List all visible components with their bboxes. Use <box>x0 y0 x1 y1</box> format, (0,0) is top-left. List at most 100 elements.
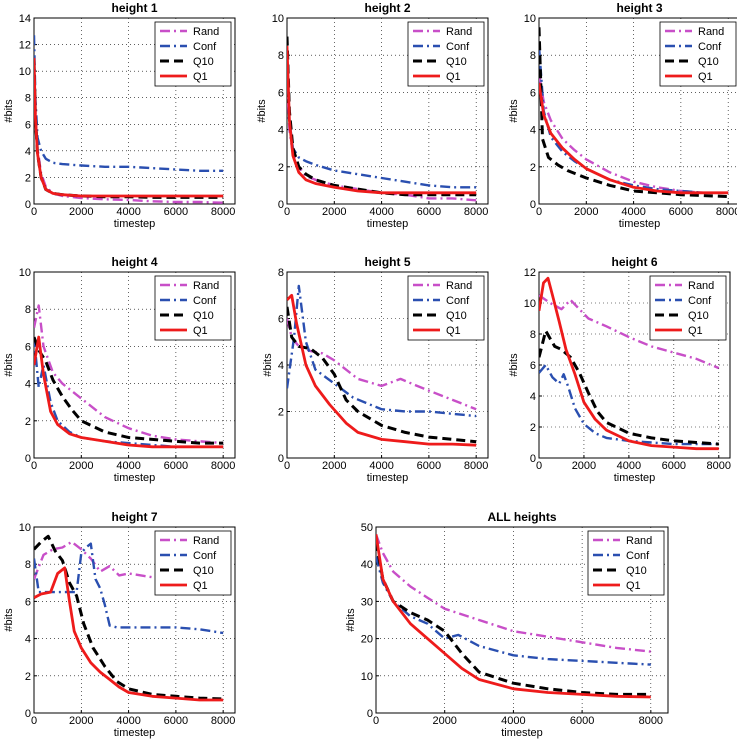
x-axis-label: timestep <box>614 472 656 484</box>
x-tick-label: 8000 <box>716 206 737 218</box>
x-tick-label: 4000 <box>369 460 393 472</box>
subplot-7: 0 2000 4000 6000 8000 0 2 4 6 8 10 height 7 timestep… <box>3 510 236 739</box>
legend-label-q10: Q10 <box>446 56 467 68</box>
x-tick-label: 4000 <box>116 206 140 218</box>
series-line-q10 <box>287 36 477 197</box>
legend-label-q1: Q1 <box>626 580 641 592</box>
x-tick-label: 8000 <box>211 460 235 472</box>
x-tick-label: 6000 <box>164 206 188 218</box>
legend-label-q10: Q10 <box>193 310 214 322</box>
subplot-4: 0 2000 4000 6000 8000 0 2 4 6 8 10 height 4 timestep… <box>3 255 236 484</box>
x-tick-label: 0 <box>284 206 290 218</box>
legend-label-q1: Q1 <box>193 71 208 83</box>
y-tick-label: 0 <box>25 453 31 465</box>
series-line-q10 <box>34 534 224 701</box>
series-line-rand <box>287 318 477 411</box>
x-tick-label: 2000 <box>69 206 93 218</box>
y-tick-label: 4 <box>278 360 284 372</box>
series-group <box>287 36 477 202</box>
series-line-q1 <box>287 45 477 195</box>
legend-label-q10: Q10 <box>698 56 719 68</box>
y-axis-label: #bits <box>508 99 520 123</box>
y-tick-label: 8 <box>278 267 284 279</box>
x-tick-label: 2000 <box>69 460 93 472</box>
chart-title: height 4 <box>111 255 157 269</box>
chart-title: height 3 <box>616 1 662 15</box>
y-tick-label: 2 <box>278 407 284 419</box>
legend-label-q10: Q10 <box>193 56 214 68</box>
x-tick-label: 6000 <box>417 460 441 472</box>
legend-label-q1: Q1 <box>446 325 461 337</box>
y-tick-label: 6 <box>530 87 536 99</box>
y-tick-label: 4 <box>25 634 31 646</box>
legend-label-conf: Conf <box>688 295 712 307</box>
y-tick-label: 2 <box>25 416 31 428</box>
y-tick-label: 20 <box>361 634 373 646</box>
y-tick-label: 10 <box>361 671 373 683</box>
x-tick-label: 8000 <box>707 460 731 472</box>
y-tick-label: 8 <box>278 50 284 62</box>
legend-label-rand: Rand <box>626 535 652 547</box>
y-tick-label: 2 <box>530 422 536 434</box>
series-line-rand <box>34 304 224 445</box>
y-tick-label: 4 <box>25 146 31 158</box>
x-tick-label: 0 <box>31 715 37 727</box>
chart-title: height 6 <box>611 255 657 269</box>
chart-title: height 2 <box>364 1 410 15</box>
legend-label-q1: Q1 <box>446 71 461 83</box>
legend-label-rand: Rand <box>698 26 724 38</box>
y-tick-label: 0 <box>278 453 284 465</box>
legend: Rand Conf Q10 Q1 <box>407 21 485 87</box>
y-tick-label: 8 <box>25 559 31 571</box>
x-tick-label: 2000 <box>572 460 596 472</box>
chart-title: height 5 <box>364 255 410 269</box>
legend: Rand Conf Q10 Q1 <box>649 275 727 341</box>
x-tick-label: 0 <box>284 460 290 472</box>
y-tick-label: 10 <box>19 522 31 534</box>
y-tick-label: 4 <box>25 379 31 391</box>
legend-label-q1: Q1 <box>193 325 208 337</box>
x-tick-label: 0 <box>31 206 37 218</box>
x-tick-label: 6000 <box>669 206 693 218</box>
y-tick-label: 12 <box>524 267 536 279</box>
y-tick-label: 0 <box>25 199 31 211</box>
x-tick-label: 2000 <box>432 715 456 727</box>
legend-label-rand: Rand <box>688 280 714 292</box>
legend-label-conf: Conf <box>626 550 650 562</box>
series-line-q1 <box>34 335 224 449</box>
x-tick-label: 6000 <box>570 715 594 727</box>
y-tick-label: 4 <box>530 391 536 403</box>
y-tick-label: 12 <box>19 40 31 52</box>
y-axis-label: #bits <box>3 99 15 123</box>
x-tick-label: 0 <box>31 460 37 472</box>
series-line-q1 <box>287 293 477 447</box>
x-axis-label: timestep <box>114 727 156 739</box>
legend-label-rand: Rand <box>193 280 219 292</box>
legend-label-q10: Q10 <box>446 310 467 322</box>
x-tick-label: 8000 <box>639 715 663 727</box>
y-tick-label: 0 <box>25 708 31 720</box>
subplot-1: 0 2000 4000 6000 8000 0 2 4 6 8 10 12 14 height 1 time… <box>3 1 236 230</box>
y-axis-label: #bits <box>3 608 15 632</box>
y-tick-label: 0 <box>530 453 536 465</box>
y-tick-label: 40 <box>361 559 373 571</box>
legend-label-q1: Q1 <box>698 71 713 83</box>
y-tick-label: 0 <box>530 199 536 211</box>
y-tick-label: 6 <box>278 87 284 99</box>
chart-title: ALL heights <box>487 510 556 524</box>
legend-label-conf: Conf <box>446 295 470 307</box>
y-tick-label: 4 <box>530 125 536 137</box>
y-tick-label: 4 <box>278 125 284 137</box>
y-tick-label: 50 <box>361 522 373 534</box>
x-tick-label: 8000 <box>464 460 488 472</box>
y-tick-label: 10 <box>19 66 31 78</box>
y-tick-label: 8 <box>530 329 536 341</box>
series-line-q1 <box>34 566 224 702</box>
y-tick-label: 10 <box>524 298 536 310</box>
legend-label-conf: Conf <box>193 295 217 307</box>
legend: Rand Conf Q10 Q1 <box>587 530 665 596</box>
series-line-q10 <box>287 306 477 444</box>
x-axis-label: timestep <box>619 218 661 230</box>
x-tick-label: 4000 <box>501 715 525 727</box>
series-line-rand <box>376 533 651 653</box>
